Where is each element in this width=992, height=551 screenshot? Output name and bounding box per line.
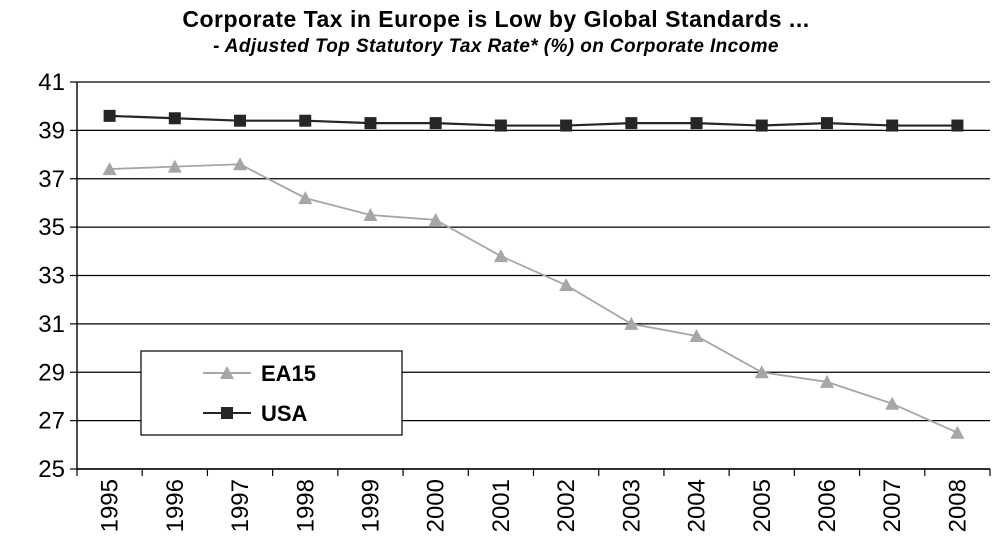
- point-usa-1995: [103, 109, 116, 122]
- point-ea15-2008: [950, 425, 965, 439]
- x-tick-label-2008: 2008: [944, 479, 971, 532]
- y-tick-label-33: 33: [38, 263, 65, 290]
- point-ea15-1996: [167, 159, 182, 173]
- series-line-ea15: [109, 163, 958, 434]
- series-lines: [102, 109, 965, 439]
- point-ea15-2002: [559, 278, 574, 292]
- y-tick-label-25: 25: [38, 456, 65, 483]
- chart-subtitle: - Adjusted Top Statutory Tax Rate* (%) o…: [213, 36, 779, 57]
- x-tick-label-1999: 1999: [357, 479, 384, 532]
- x-tick-label-2000: 2000: [423, 479, 450, 532]
- point-usa-2004: [690, 117, 703, 130]
- y-tick-label-39: 39: [38, 117, 65, 144]
- point-ea15-2006: [819, 374, 834, 388]
- legend: EA15 USA: [140, 350, 403, 436]
- point-ea15-2001: [493, 249, 508, 263]
- point-usa-1999: [364, 117, 377, 130]
- x-tick-label-2004: 2004: [684, 479, 711, 532]
- series-line-usa: [109, 114, 958, 127]
- point-usa-1998: [299, 114, 312, 127]
- x-tick-label-2006: 2006: [814, 479, 841, 532]
- point-ea15-2005: [754, 365, 769, 379]
- point-usa-2000: [429, 117, 442, 130]
- x-tick-label-2003: 2003: [618, 479, 645, 532]
- point-ea15-1997: [233, 157, 248, 171]
- chart-title: Corporate Tax in Europe is Low by Global…: [182, 6, 810, 32]
- x-tick-label-2007: 2007: [879, 479, 906, 532]
- legend-marker-ea15: [220, 366, 234, 379]
- y-tick-label-37: 37: [38, 166, 65, 193]
- x-tick-label-2005: 2005: [749, 479, 776, 532]
- point-usa-2002: [560, 119, 573, 132]
- point-ea15-2000: [428, 212, 443, 226]
- legend-label-ea15: EA15: [261, 361, 316, 386]
- y-tick-label-31: 31: [38, 311, 65, 338]
- point-ea15-1999: [363, 208, 378, 222]
- point-usa-1997: [234, 114, 247, 127]
- legend-box: [140, 350, 403, 436]
- point-ea15-1995: [102, 162, 117, 176]
- x-tick-label-2001: 2001: [488, 479, 515, 532]
- point-usa-2007: [886, 119, 899, 132]
- x-tick-label-1998: 1998: [292, 479, 319, 532]
- point-usa-2006: [820, 117, 833, 130]
- x-tick-label-1997: 1997: [227, 479, 254, 532]
- y-tick-label-35: 35: [38, 214, 65, 241]
- legend-label-usa: USA: [261, 401, 308, 426]
- point-ea15-2003: [624, 316, 639, 330]
- y-tick-labels: 25 27 29 31 33 35 37 39 41: [38, 69, 65, 483]
- y-tick-label-29: 29: [38, 359, 65, 386]
- point-ea15-1998: [298, 191, 313, 205]
- x-tick-label-2002: 2002: [553, 479, 580, 532]
- point-ea15-2007: [885, 396, 900, 410]
- point-usa-2003: [625, 117, 638, 130]
- legend-marker-usa: [221, 407, 233, 419]
- point-usa-2008: [951, 119, 964, 132]
- x-tick-labels: 1995 1996 1997 1998 1999 2000 2001 2002 2003 2004…: [97, 479, 972, 532]
- y-tick-label-27: 27: [38, 408, 65, 435]
- point-ea15-2004: [689, 328, 704, 342]
- point-usa-2001: [494, 119, 507, 132]
- x-tick-label-1995: 1995: [97, 479, 124, 532]
- axes: [70, 81, 991, 476]
- x-tick-label-1996: 1996: [162, 479, 189, 532]
- point-usa-2005: [755, 119, 768, 132]
- point-usa-1996: [168, 112, 181, 125]
- y-tick-label-41: 41: [38, 69, 65, 96]
